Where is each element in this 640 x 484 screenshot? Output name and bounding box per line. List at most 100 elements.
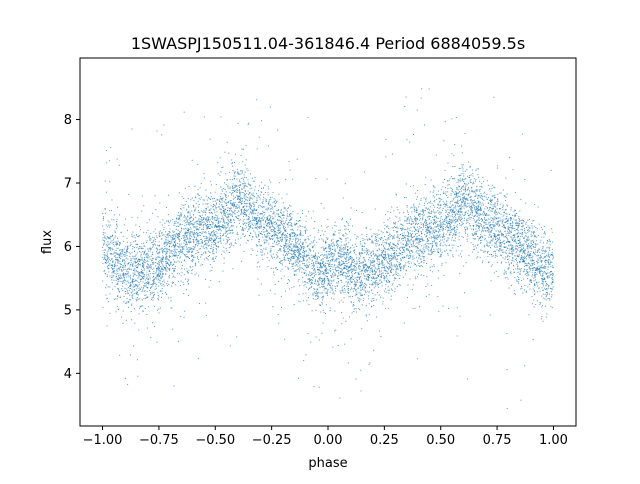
data-point [307,245,309,247]
data-point [506,235,508,237]
data-point [267,145,269,147]
data-point [372,242,374,244]
data-point [326,284,328,286]
data-point [297,237,299,239]
data-point [543,242,545,244]
data-point [528,267,530,269]
data-point [318,256,320,258]
data-point [338,229,340,231]
data-point [260,191,262,193]
data-point [434,218,436,220]
data-point [118,277,120,279]
data-point [408,223,410,224]
data-point [209,221,211,223]
data-point [187,229,189,231]
data-point [488,184,490,186]
data-point [203,209,205,211]
data-point [430,220,432,222]
data-point [454,234,456,235]
data-point [540,239,542,241]
data-point [196,226,198,228]
data-point [364,264,366,266]
data-point [489,254,491,255]
data-point [182,281,184,283]
data-point [496,208,498,210]
data-point [436,230,438,232]
data-point [399,247,401,249]
data-point [137,375,139,377]
data-point [231,232,233,234]
data-point [143,290,145,292]
data-point [545,267,547,269]
data-point [317,285,319,287]
data-point [295,236,297,238]
data-point [121,274,123,276]
data-point [462,189,464,191]
data-point [254,232,256,234]
data-point [259,213,261,215]
data-point [137,264,139,266]
data-point [250,205,252,207]
data-point [209,233,211,235]
data-point [144,262,146,264]
data-point [205,314,207,316]
data-point [335,259,337,261]
data-point [474,195,476,197]
data-point [483,226,485,228]
data-point [181,265,183,267]
data-point [499,243,501,245]
data-point [475,179,477,181]
data-point [463,181,465,182]
data-point [383,264,385,266]
data-point [172,267,174,269]
data-point [164,257,166,259]
data-point [392,265,394,267]
data-point [360,281,362,283]
data-point [299,230,301,232]
data-point [464,292,466,294]
data-point [477,256,479,258]
data-point [157,292,159,294]
data-point [506,332,508,334]
data-point [514,248,516,250]
data-point [479,195,481,197]
data-point [427,216,429,218]
data-point [529,253,531,255]
data-point [460,207,462,209]
data-point [304,230,306,232]
data-point [245,177,247,178]
data-point [539,273,541,275]
data-point [238,196,240,198]
data-point [507,241,509,243]
data-point [203,245,205,247]
data-point [323,295,325,297]
data-point [516,263,518,265]
data-point [275,243,277,245]
data-point [521,233,523,235]
data-point [369,259,371,261]
data-point [195,264,197,266]
data-point [260,213,262,215]
data-point [229,171,231,173]
data-point [392,282,394,284]
data-point [378,286,380,288]
data-point [171,285,173,287]
data-point [187,278,189,280]
data-point [177,260,179,262]
data-point [521,250,523,252]
data-point [136,299,138,301]
data-point [406,248,408,250]
data-point [509,226,511,228]
data-point [426,224,428,226]
data-point [459,224,461,226]
data-point [243,195,245,197]
data-point [423,256,425,258]
data-point [124,377,126,379]
data-point [258,136,260,138]
data-point [504,235,506,237]
data-point [103,242,105,244]
data-point [453,239,455,241]
data-point [168,222,170,224]
data-point [391,248,393,250]
data-point [309,258,311,260]
